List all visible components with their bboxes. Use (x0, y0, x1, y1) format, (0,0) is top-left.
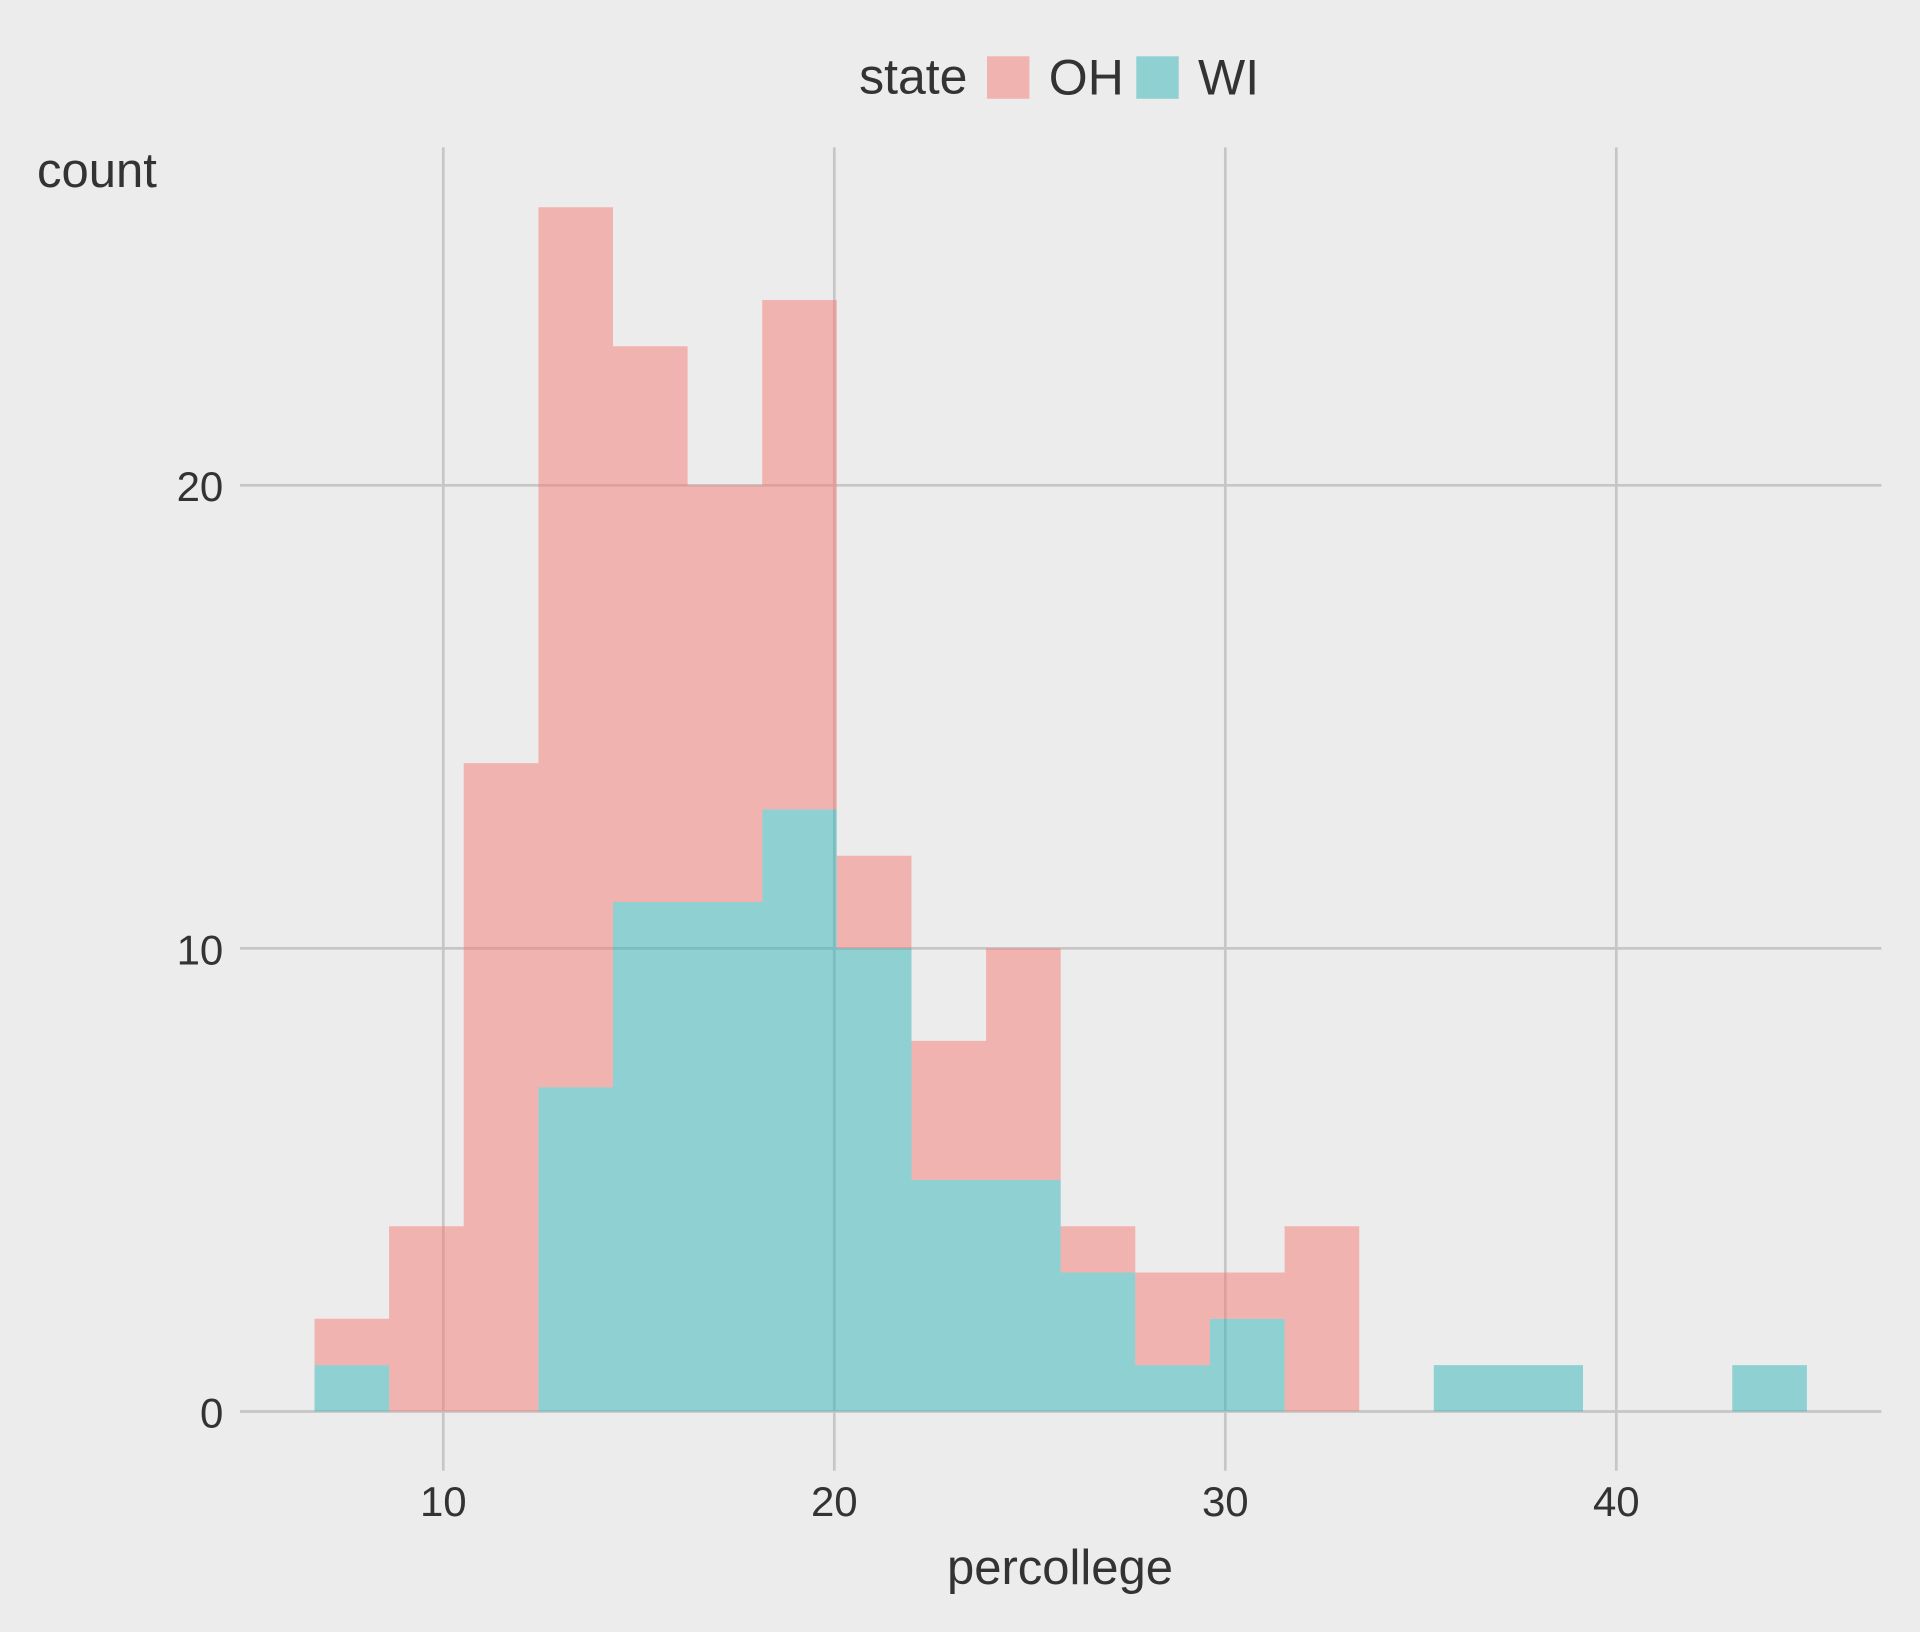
svg-text:10: 10 (420, 1478, 467, 1525)
svg-text:state: state (859, 49, 967, 105)
svg-text:WI: WI (1198, 49, 1259, 105)
svg-text:0: 0 (200, 1389, 223, 1436)
svg-text:30: 30 (1202, 1478, 1249, 1525)
svg-text:20: 20 (811, 1478, 858, 1525)
svg-text:40: 40 (1593, 1478, 1640, 1525)
svg-text:count: count (37, 144, 157, 198)
svg-text:OH: OH (1049, 49, 1124, 105)
svg-text:10: 10 (177, 926, 224, 973)
svg-text:20: 20 (177, 463, 224, 510)
svg-text:percollege: percollege (947, 1541, 1173, 1595)
